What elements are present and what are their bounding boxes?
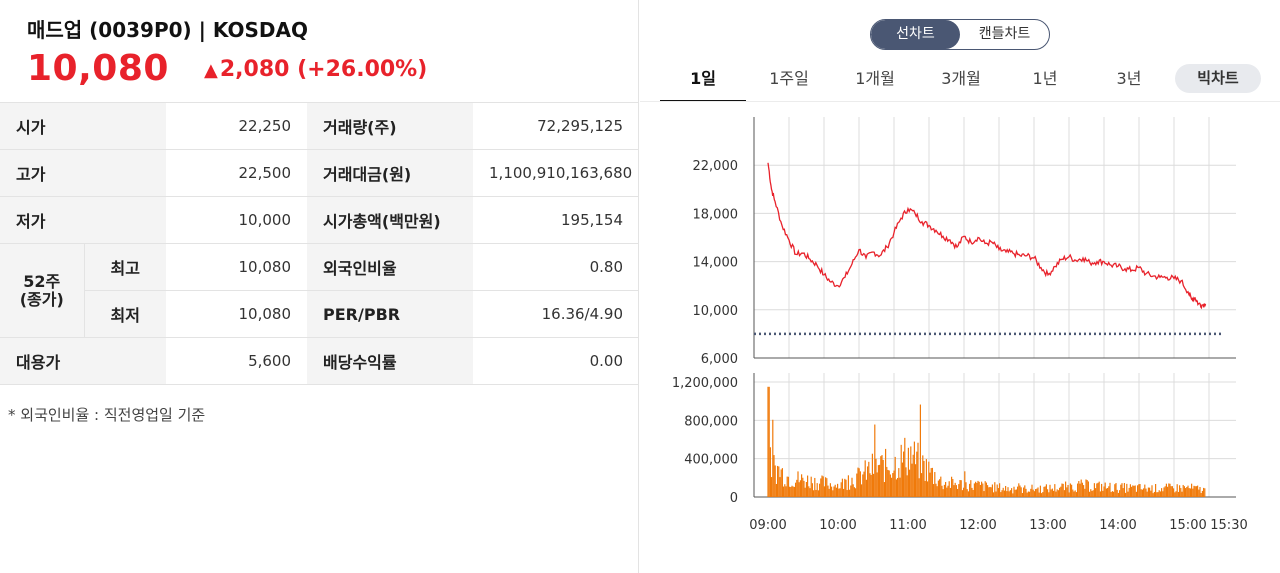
market-cap-label: 시가총액(백만원) [307,196,474,244]
candle-chart-button[interactable]: 캔들차트 [978,26,1031,42]
stock-title: 매드업 (0039P0) | KOSDAQ [27,18,309,42]
footnote: * 외국인비율 : 직전영업일 기준 [8,406,206,424]
open-label: 시가 [0,102,167,150]
x-tick-label: 15:30 [1210,518,1247,533]
low-label: 저가 [0,196,167,244]
stock-info-panel: 매드업 (0039P0) | KOSDAQ 10,080 ▲2,080 (+26… [0,0,640,573]
52week-high-label: 최고 [84,243,167,291]
y-tick-label: 10,000 [693,304,739,319]
tab-1month[interactable]: 1개월 [855,69,895,88]
line-chart-button[interactable]: 선차트 [871,20,960,49]
table-row: 대용가 5,600 배당수익률 0.00 [0,337,640,385]
market-cap-value: 195,154 [473,196,640,244]
dividend-value: 0.00 [473,337,640,385]
bigchart-button[interactable]: 빅차트 [1175,64,1261,93]
chart-panel: 선차트 캔들차트 1일 1주일 1개월 3개월 1년 3년 빅차트 22,000… [640,0,1280,573]
stock-info-table: 시가 22,250 거래량(주) 72,295,125 고가 22,500 거래… [0,102,640,385]
price-line [767,162,1207,310]
foreign-ratio-label: 외국인비율 [307,243,474,291]
y-tick-label: 6,000 [701,352,738,367]
table-row: 저가 10,000 시가총액(백만원) 195,154 [0,196,640,244]
trade-amount-value: 1,100,910,163,680 [473,149,640,197]
x-tick-label: 12:00 [959,518,996,533]
low-value: 10,000 [166,196,308,244]
table-row: 시가 22,250 거래량(주) 72,295,125 [0,102,640,150]
foreign-ratio-value: 0.80 [473,243,640,291]
tab-3month[interactable]: 3개월 [941,69,981,88]
chart-type-toggle: 선차트 캔들차트 [870,19,1050,50]
current-price: 10,080 [27,48,169,89]
52week-low-value: 10,080 [166,290,308,338]
per-pbr-label: PER/PBR [307,290,474,338]
52week-label: 52주 (종가) [0,243,85,338]
x-tick-label: 10:00 [819,518,856,533]
collateral-label: 대용가 [0,337,167,385]
y-tick-label: 18,000 [693,207,739,222]
tab-divider [640,101,1280,102]
x-tick-label: 15:00 [1169,518,1206,533]
tab-1week[interactable]: 1주일 [769,69,809,88]
volume-value: 72,295,125 [473,102,640,150]
52week-high-value: 10,080 [166,243,308,291]
tab-1year[interactable]: 1년 [1032,69,1058,88]
table-row: 최저 10,080 PER/PBR 16.36/4.90 [0,290,640,338]
x-tick-label: 13:00 [1029,518,1066,533]
volume-label: 거래량(주) [307,102,474,150]
trade-amount-label: 거래대금(원) [307,149,474,197]
52week-low-label: 최저 [84,290,167,338]
table-row: 52주 (종가) 최고 10,080 외국인비율 0.80 [0,243,640,338]
y-tick-label: 22,000 [693,159,739,174]
per-pbr-value: 16.36/4.90 [473,290,640,338]
y-tick-label: 400,000 [684,453,738,468]
price-change: ▲2,080 (+26.00%) [204,57,427,82]
dividend-label: 배당수익률 [307,337,474,385]
up-arrow-icon: ▲ [204,60,218,81]
period-tabs: 1일 1주일 1개월 3개월 1년 3년 [660,62,1260,102]
tab-3year[interactable]: 3년 [1116,69,1142,88]
x-tick-label: 11:00 [889,518,926,533]
collateral-value: 5,600 [166,337,308,385]
high-value: 22,500 [166,149,308,197]
y-tick-label: 800,000 [684,414,738,429]
y-tick-label: 1,200,000 [672,376,738,391]
intraday-chart: 22,000 18,000 14,000 10,000 6,000 1,200,000 80… [672,117,1248,533]
y-tick-label: 0 [730,491,738,506]
table-row: 고가 22,500 거래대금(원) 1,100,910,163,680 [0,149,640,197]
change-value: 2,080 (+26.00%) [219,57,428,82]
tab-1day[interactable]: 1일 [660,62,746,102]
open-value: 22,250 [166,102,308,150]
y-tick-label: 14,000 [693,256,739,271]
x-tick-label: 09:00 [749,518,786,533]
price-row: 10,080 ▲2,080 (+26.00%) [27,48,427,89]
high-label: 고가 [0,149,167,197]
x-tick-label: 14:00 [1099,518,1136,533]
